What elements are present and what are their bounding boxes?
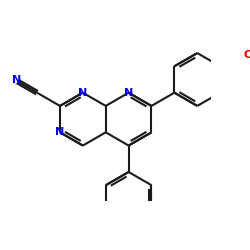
Text: N: N: [12, 75, 21, 85]
Text: N: N: [124, 88, 133, 98]
Text: N: N: [55, 127, 64, 137]
Text: O: O: [243, 50, 250, 60]
Text: N: N: [78, 88, 88, 98]
